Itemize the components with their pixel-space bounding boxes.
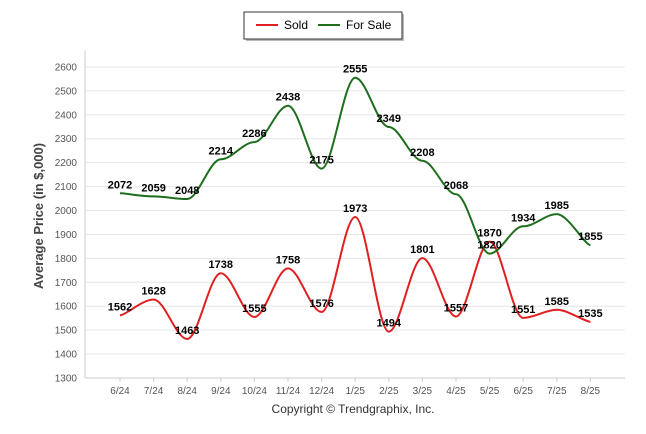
x-tick-label: 4/25 — [446, 386, 466, 397]
x-tick-label: 7/24 — [144, 386, 164, 397]
x-tick-label: 1/25 — [345, 386, 365, 397]
data-label: 2175 — [309, 155, 333, 167]
data-label: 1870 — [477, 228, 501, 240]
y-tick-label: 1500 — [55, 326, 78, 337]
x-tick-label: 2/25 — [379, 386, 399, 397]
data-label: 1494 — [377, 318, 402, 330]
x-tick-label: 9/24 — [211, 386, 231, 397]
y-tick-label: 2000 — [55, 206, 78, 217]
legend-label: Sold — [284, 18, 308, 32]
y-tick-label: 2100 — [55, 182, 78, 193]
data-label: 1551 — [511, 304, 535, 316]
legend-label: For Sale — [346, 18, 392, 32]
x-tick-label: 8/24 — [177, 386, 197, 397]
y-tick-label: 2600 — [55, 62, 78, 73]
data-label: 2072 — [108, 179, 132, 191]
y-tick-label: 1400 — [55, 350, 78, 361]
y-tick-label: 2300 — [55, 134, 78, 145]
data-label: 2286 — [242, 128, 266, 140]
y-tick-label: 1800 — [55, 254, 78, 265]
data-label: 1738 — [209, 259, 233, 271]
x-tick-label: 8/25 — [581, 386, 601, 397]
x-tick-label: 10/24 — [242, 386, 267, 397]
y-tick-label: 2400 — [55, 110, 78, 121]
y-tick-label: 1900 — [55, 230, 78, 241]
y-tick-label: 1600 — [55, 302, 78, 313]
x-tick-label: 12/24 — [309, 386, 334, 397]
y-axis-label: Average Price (in $,000) — [31, 143, 46, 289]
x-tick-label: 7/25 — [547, 386, 567, 397]
data-label: 1820 — [477, 240, 501, 252]
data-label: 2349 — [377, 113, 401, 125]
data-label: 1555 — [242, 303, 266, 315]
x-tick-label: 3/25 — [413, 386, 433, 397]
data-label: 1801 — [410, 244, 434, 256]
grid-lines — [85, 66, 625, 379]
data-label: 1985 — [545, 200, 569, 212]
legend: Sold For Sale — [243, 11, 404, 41]
data-label: 1463 — [175, 325, 199, 337]
data-label: 1562 — [108, 301, 132, 313]
data-label: 2555 — [343, 64, 367, 76]
x-tick-labels: 6/24 7/24 8/24 9/24 10/24 11/24 12/24 1/25 2/25 3… — [110, 386, 600, 397]
y-tick-label: 1300 — [55, 374, 78, 385]
y-tick-label: 2200 — [55, 158, 78, 169]
y-tick-label: 1700 — [55, 278, 78, 289]
data-label: 1973 — [343, 203, 367, 215]
data-label: 2048 — [175, 185, 199, 197]
data-label: 2208 — [410, 147, 434, 159]
data-label: 2068 — [444, 180, 468, 192]
data-label: 1855 — [578, 231, 602, 243]
x-tick-label: 6/24 — [110, 386, 130, 397]
x-tick-label: 6/25 — [513, 386, 533, 397]
x-tick-label: 11/24 — [276, 386, 301, 397]
data-label: 1557 — [444, 303, 468, 315]
series-line-sold — [119, 215, 591, 341]
data-label: 1758 — [276, 254, 300, 266]
data-label: 2214 — [209, 145, 234, 157]
data-label: 1628 — [141, 286, 165, 298]
data-label: 2059 — [141, 182, 165, 194]
data-label: 1585 — [545, 296, 569, 308]
series-lines — [119, 76, 591, 341]
y-tick-label: 2500 — [55, 86, 78, 97]
data-labels: 1562 1628 1463 1738 1555 1758 1576 1973 1494 1801… — [108, 64, 603, 337]
y-tick-labels: 1300 1400 1500 1600 1700 1800 1900 2000 2100 2200… — [55, 62, 78, 384]
copyright-text: Copyright © Trendgraphix, Inc. — [272, 402, 435, 416]
data-label: 2438 — [276, 92, 300, 104]
x-tick-label: 5/25 — [480, 386, 500, 397]
series-line-for-sale — [119, 76, 591, 255]
data-label: 1934 — [511, 212, 536, 224]
data-label: 1535 — [578, 308, 602, 320]
axes — [84, 50, 625, 382]
data-label: 1576 — [309, 298, 333, 310]
